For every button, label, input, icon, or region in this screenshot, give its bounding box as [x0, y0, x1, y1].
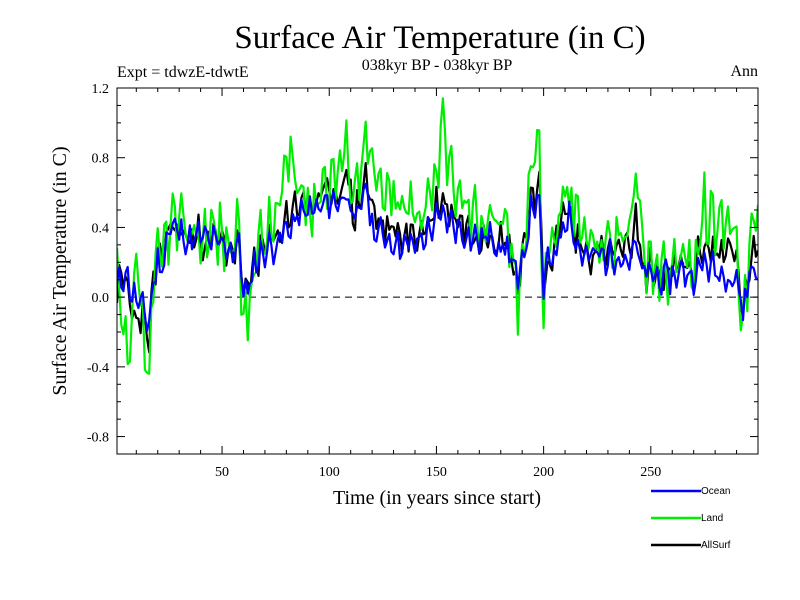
y-axis: -0.8 -0.4 0.0 0.4 0.8 1.2	[87, 82, 758, 455]
y-tick-label: 0.8	[92, 152, 110, 167]
y-tick-label: 0.0	[92, 291, 110, 306]
legend-label-land: Land	[701, 513, 723, 524]
series-line-ocean	[117, 182, 758, 332]
chart-subtitle: 038kyr BP - 038kyr BP	[362, 57, 513, 74]
y-tick-label: 1.2	[92, 82, 110, 97]
data-series-group	[117, 97, 758, 375]
x-tick-label: 200	[533, 465, 554, 480]
chart-title: Surface Air Temperature (in C)	[234, 20, 645, 56]
legend: Ocean Land AllSurf	[651, 486, 731, 551]
y-tick-label: 0.4	[92, 221, 110, 236]
x-tick-label: 50	[215, 465, 229, 480]
x-axis: 50 100 150 200 250	[135, 88, 738, 480]
season-label: Ann	[730, 63, 758, 80]
plot-frame	[116, 87, 759, 455]
x-tick-label: 150	[426, 465, 447, 480]
x-tick-label: 250	[640, 465, 661, 480]
y-tick-label: -0.4	[87, 361, 109, 376]
y-axis-label: Surface Air Temperature (in C)	[49, 146, 71, 395]
x-axis-label: Time (in years since start)	[333, 487, 541, 509]
legend-label-ocean: Ocean	[701, 486, 730, 497]
x-tick-label: 100	[319, 465, 340, 480]
y-tick-label: -0.8	[87, 431, 109, 446]
legend-label-allsurf: AllSurf	[701, 540, 731, 551]
experiment-label: Expt = tdwzE-tdwtE	[117, 64, 249, 81]
series-line-land	[117, 97, 758, 375]
